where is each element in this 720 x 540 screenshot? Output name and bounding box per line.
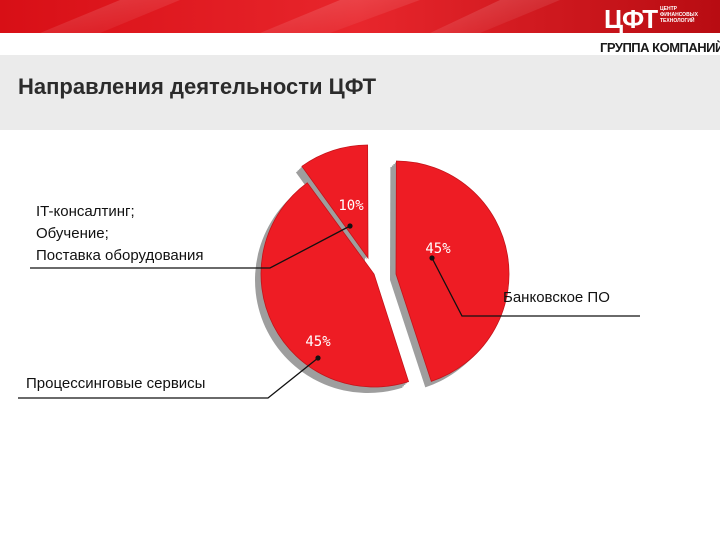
header-band [0,0,720,33]
pie-slice [260,182,410,388]
slice-category-label: IT-консалтинг; [36,203,135,220]
logo-mark: ЦФТ [604,4,658,34]
title-bar: Направления деятельности ЦФТ [0,55,720,130]
leader-dot [347,223,353,229]
page-title: Направления деятельности ЦФТ [18,74,377,99]
leader-line [18,357,319,399]
leader-line [431,257,640,317]
slice-category-label: Банковское ПО [503,289,610,306]
leader-line [30,225,351,269]
pie-slice [301,144,369,260]
slice-value-label: 10% [338,198,364,214]
leader-dot [315,355,321,361]
slice-category-label: Поставка оборудования [36,247,204,264]
leader-dot [429,255,435,261]
slice-value-label: 45% [425,241,451,257]
slice-category-label: Обучение; [36,225,109,242]
company-logo: ЦФТ ЦЕНТР ФИНАНСОВЫХ ТЕХНОЛОГИЙ ГРУППА К… [600,2,720,55]
logo-small-text: ЦЕНТР ФИНАНСОВЫХ ТЕХНОЛОГИЙ [660,6,698,24]
slice-value-label: 45% [305,334,331,350]
slice-category-label: Процессинговые сервисы [26,375,205,392]
logo-subtitle: ГРУППА КОМПАНИЙ [600,40,720,55]
pie-slice [395,160,510,382]
